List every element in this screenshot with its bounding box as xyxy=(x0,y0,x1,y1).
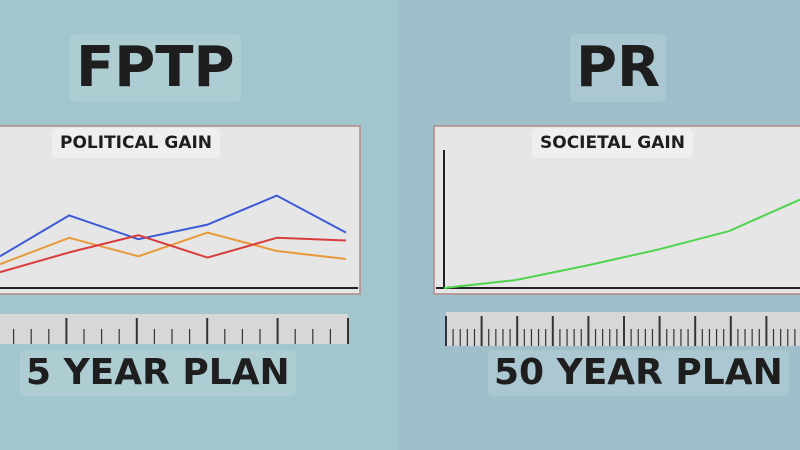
plot-area xyxy=(0,125,361,295)
fptp-panel: FPTP POLITICAL GAIN 5 YEAR PLAN xyxy=(0,0,398,450)
series-line-1 xyxy=(0,194,347,258)
fifty-year-plan-label: 50 YEAR PLAN xyxy=(488,350,789,396)
series-line-3 xyxy=(0,234,347,274)
societal-gain-chart xyxy=(433,125,800,346)
five-year-plan-label: 5 YEAR PLAN xyxy=(20,350,296,396)
political-gain-chart xyxy=(0,125,361,344)
fptp-title: FPTP xyxy=(70,34,241,102)
pr-panel: PR SOCIETAL GAIN 50 YEAR PLAN xyxy=(398,0,800,450)
political-gain-title: POLITICAL GAIN xyxy=(52,128,221,158)
societal-gain-title: SOCIETAL GAIN xyxy=(532,128,693,158)
pr-title: PR xyxy=(570,34,667,102)
series-line-2 xyxy=(0,231,347,266)
plot-area xyxy=(433,125,800,295)
series-line-1 xyxy=(443,198,800,289)
ruler-body xyxy=(0,314,348,344)
